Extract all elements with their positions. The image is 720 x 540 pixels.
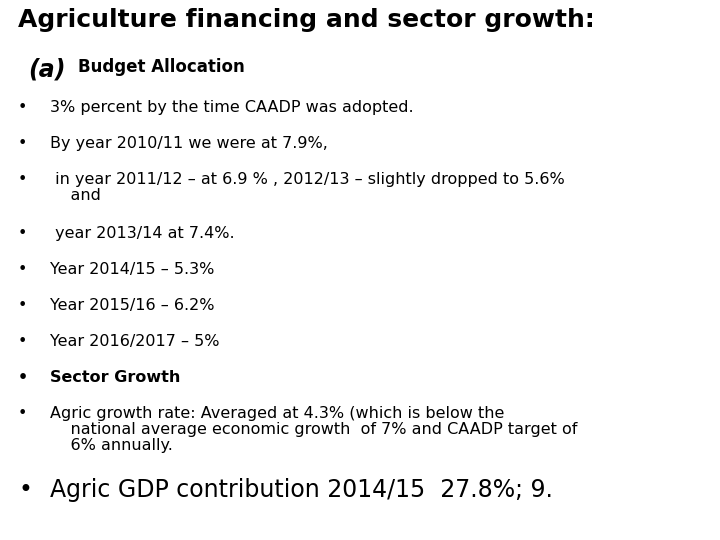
- Text: By year 2010/11 we were at 7.9%,: By year 2010/11 we were at 7.9%,: [50, 136, 328, 151]
- Text: •: •: [18, 406, 27, 421]
- Text: Budget Allocation: Budget Allocation: [78, 58, 245, 76]
- Text: Year 2015/16 – 6.2%: Year 2015/16 – 6.2%: [50, 298, 215, 313]
- Text: •: •: [18, 136, 27, 151]
- Text: •: •: [18, 100, 27, 115]
- Text: Agric GDP contribution 2014/15  27.8%; 9.: Agric GDP contribution 2014/15 27.8%; 9.: [50, 478, 553, 502]
- Text: 3% percent by the time CAADP was adopted.: 3% percent by the time CAADP was adopted…: [50, 100, 413, 115]
- Text: Agriculture financing and sector growth:: Agriculture financing and sector growth:: [18, 8, 595, 32]
- Text: 6% annually.: 6% annually.: [50, 438, 173, 453]
- Text: •: •: [18, 478, 32, 502]
- Text: Agric growth rate: Averaged at 4.3% (which is below the: Agric growth rate: Averaged at 4.3% (whi…: [50, 406, 505, 421]
- Text: Year 2014/15 – 5.3%: Year 2014/15 – 5.3%: [50, 262, 215, 277]
- Text: and: and: [50, 188, 101, 203]
- Text: •: •: [18, 370, 28, 385]
- Text: national average economic growth  of 7% and CAADP target of: national average economic growth of 7% a…: [50, 422, 577, 437]
- Text: Year 2016/2017 – 5%: Year 2016/2017 – 5%: [50, 334, 220, 349]
- Text: •: •: [18, 262, 27, 277]
- Text: •: •: [18, 298, 27, 313]
- Text: •: •: [18, 226, 27, 241]
- Text: (a): (a): [28, 58, 66, 82]
- Text: •: •: [18, 172, 27, 187]
- Text: in year 2011/12 – at 6.9 % , 2012/13 – slightly dropped to 5.6%: in year 2011/12 – at 6.9 % , 2012/13 – s…: [50, 172, 564, 187]
- Text: year 2013/14 at 7.4%.: year 2013/14 at 7.4%.: [50, 226, 235, 241]
- Text: •: •: [18, 334, 27, 349]
- Text: Sector Growth: Sector Growth: [50, 370, 181, 385]
